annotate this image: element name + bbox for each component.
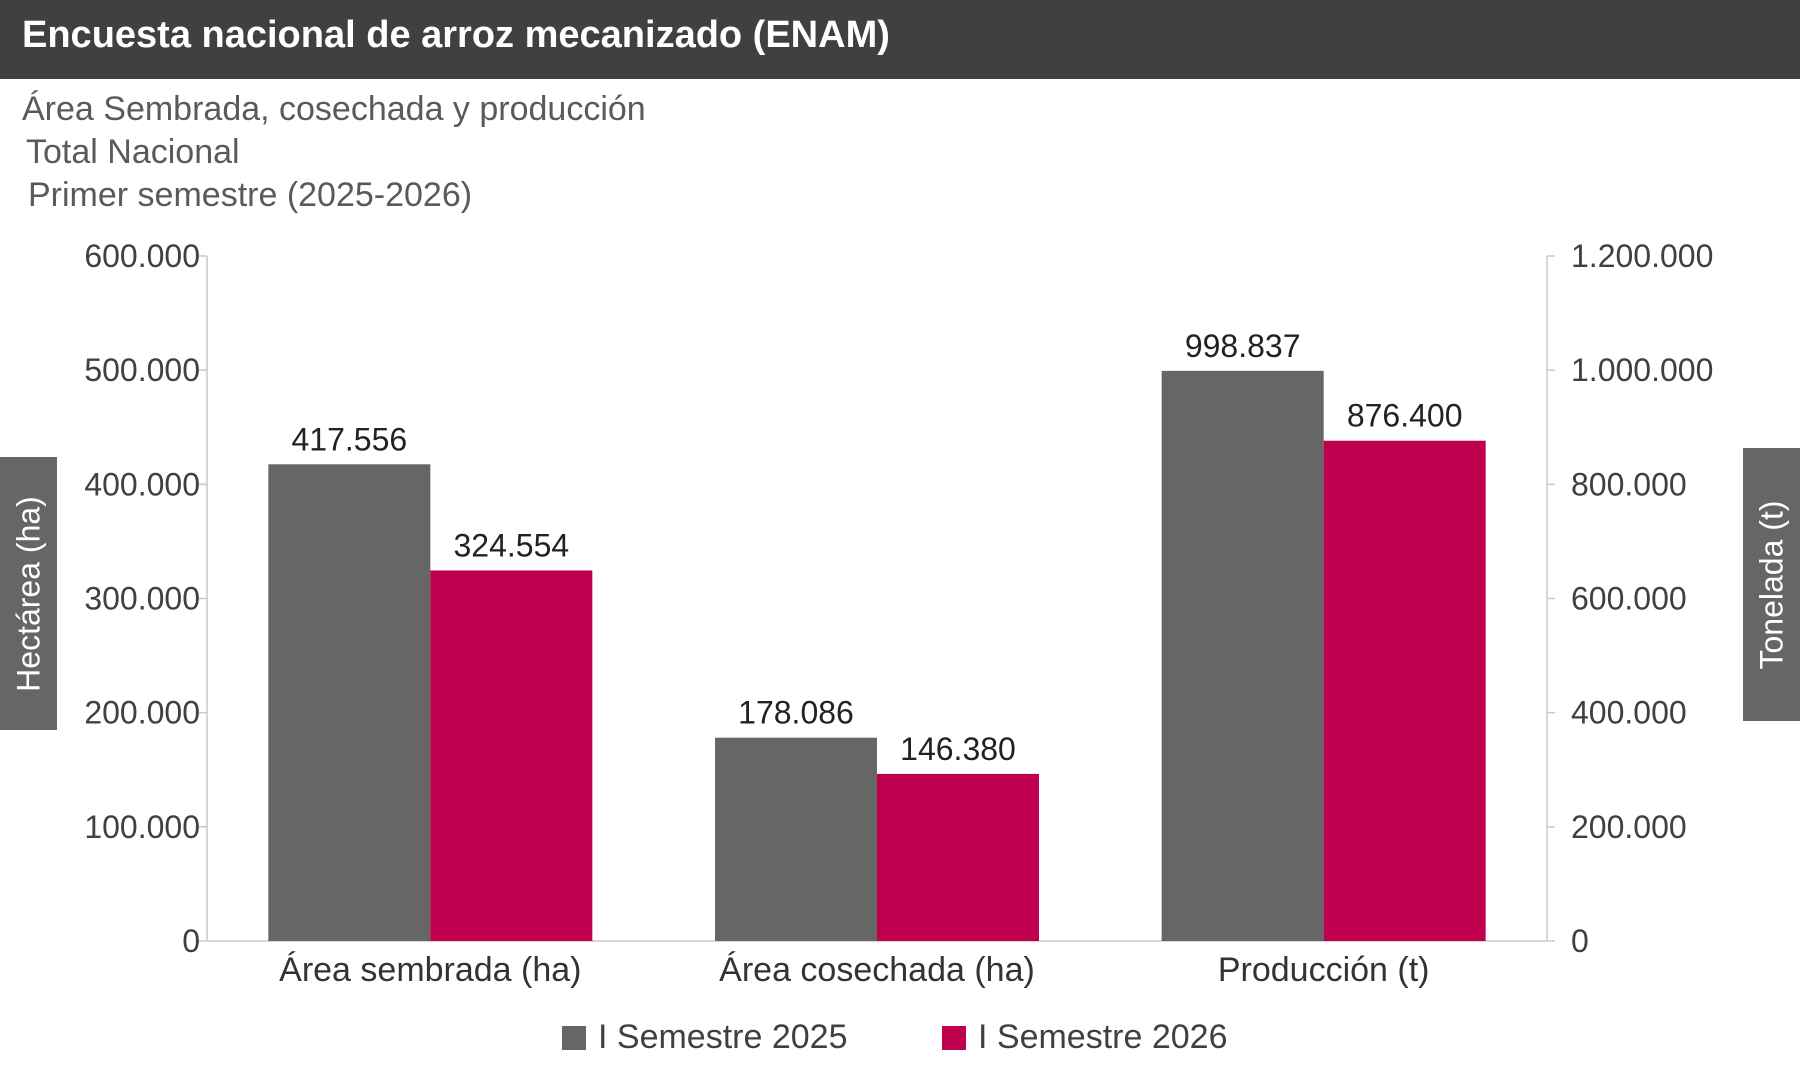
bar-2026 [430,570,593,941]
bar-value-label: 998.837 [1185,328,1301,364]
bar-2026 [1323,440,1486,941]
right-tick-label: 600.000 [1571,581,1687,617]
bar-2025 [715,737,877,941]
right-tick-label: 1.200.000 [1571,238,1713,274]
chart-title: Encuesta nacional de arroz mecanizado (E… [22,14,890,56]
left-tick-label: 600.000 [84,238,200,274]
legend-label-2025: I Semestre 2025 [598,1018,848,1056]
bar-2025 [1161,370,1324,941]
subtitle-line-2: Total Nacional [26,133,240,171]
right-tick-label: 800.000 [1571,466,1687,502]
chart-header: Encuesta nacional de arroz mecanizado (E… [0,0,1800,79]
x-category-label: Producción (t) [1218,951,1430,989]
bar-value-label: 178.086 [738,695,854,731]
bar-value-label: 417.556 [291,421,407,457]
right-tick-label: 0 [1571,923,1589,959]
left-axis-label-box: Hectárea (ha) [0,457,57,730]
bar-2025 [268,464,431,941]
legend-swatch-2025 [562,1025,586,1050]
left-tick-label: 300.000 [84,581,200,617]
left-tick-label: 100.000 [84,809,200,845]
legend-item-2026: I Semestre 2026 [942,1018,1227,1057]
bar-value-label: 146.380 [900,731,1016,767]
legend-swatch-2026 [942,1025,966,1050]
left-tick-label: 0 [182,923,200,959]
legend-label-2026: I Semestre 2026 [978,1018,1228,1056]
x-category-label: Área cosechada (ha) [719,951,1035,989]
left-tick-label: 400.000 [84,466,200,502]
left-tick-label: 200.000 [84,695,200,731]
legend-item-2025: I Semestre 2025 [562,1018,847,1057]
bar-value-label: 876.400 [1347,398,1463,434]
right-tick-label: 200.000 [1571,809,1687,845]
subtitle-line-3: Primer semestre (2025-2026) [28,176,473,214]
bar-2026 [877,773,1039,941]
right-axis-label-box: Tonelada (t) [1743,448,1800,721]
right-tick-label: 400.000 [1571,695,1687,731]
bar-value-label: 324.554 [453,527,569,563]
right-tick-label: 1.000.000 [1571,352,1713,388]
subtitle-line-1: Área Sembrada, cosechada y producción [22,90,646,128]
left-tick-label: 500.000 [84,352,200,388]
x-category-label: Área sembrada (ha) [279,951,581,989]
